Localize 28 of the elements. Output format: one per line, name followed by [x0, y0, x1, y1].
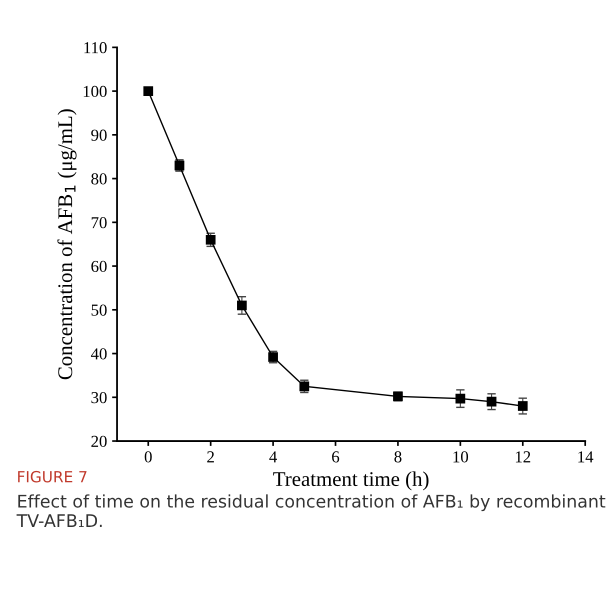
x-axis-title: Treatment time (h) — [273, 471, 429, 490]
caption: FIGURE 7 — [18, 470, 86, 482]
y-tick-label: 110 — [84, 42, 107, 54]
y-tick-label: 80 — [91, 173, 107, 185]
x-tick-label: 0 — [144, 451, 152, 462]
y-tick-label: 90 — [91, 130, 107, 141]
x-tick-label: 8 — [394, 451, 402, 462]
y-tick-label: 70 — [92, 217, 107, 228]
x-tick-label: 10 — [453, 451, 468, 462]
point — [206, 234, 216, 245]
y-tick-label: 40 — [90, 348, 107, 360]
x-tick-label: 6 — [332, 451, 340, 462]
y-tick-label: 30 — [91, 392, 107, 404]
y-tick-label: 100 — [84, 86, 107, 98]
point — [455, 394, 466, 404]
y-tick-label: 50 — [92, 304, 107, 316]
x-tick-label: 12 — [516, 451, 530, 462]
x-tick-label: 4 — [269, 451, 277, 462]
y-tick-label: 60 — [91, 260, 107, 272]
y-tick-label: 20 — [91, 436, 107, 447]
point — [237, 300, 247, 310]
x-tick-label: 2 — [207, 451, 214, 462]
point — [486, 396, 496, 407]
y-axis-title: Concentration of AFB$_{1}$ (μg/mL) — [57, 109, 77, 380]
point — [143, 86, 154, 96]
text: Effect of time on the residual concentration of AFB₁ by recombinant TV-AFB₁D. — [16, 494, 606, 528]
x-tick-label: 14 — [578, 451, 594, 462]
point — [518, 401, 528, 411]
